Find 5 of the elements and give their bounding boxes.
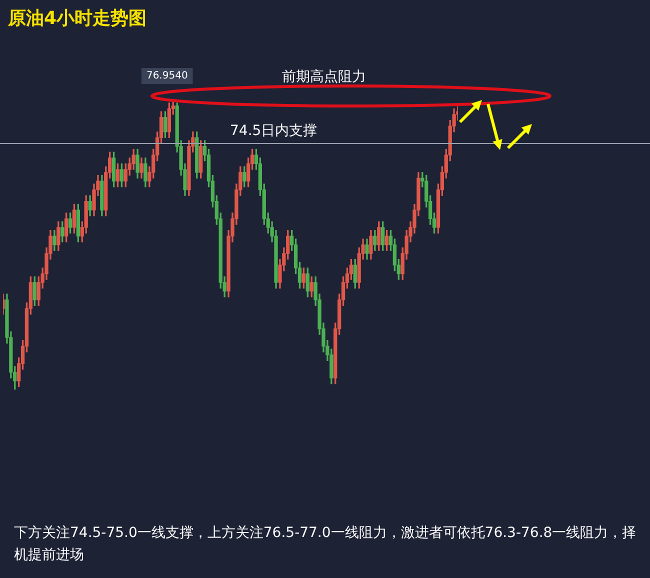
text: 前期高点阻力 <box>282 68 367 86</box>
text: 下方关注74.5-75.0一线支撑，上方关注76.5-77.0一线阻力，激进者可依托76.3-76.8一线阻力，择机提前进场 <box>14 524 638 565</box>
ref-line-label: 74.5日内支撑 <box>230 123 318 140</box>
chart-title: 原油4小时走势图 <box>8 7 147 30</box>
annotation: 76.9540 <box>146 70 188 82</box>
